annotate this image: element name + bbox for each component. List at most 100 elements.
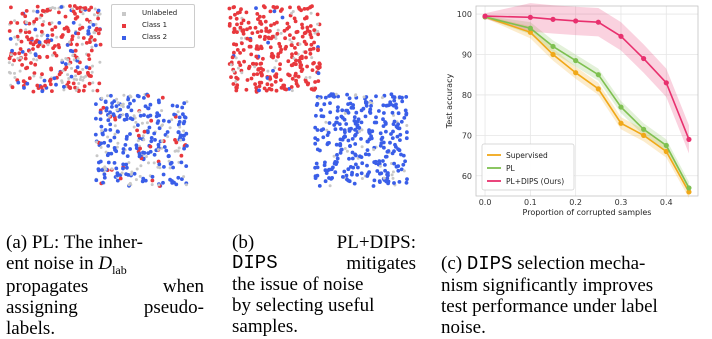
caption-b-line-2: DIPS mitigates [232, 252, 416, 275]
scatter-point-class2 [172, 112, 177, 117]
scatter-point-unlabeled [236, 66, 240, 70]
scatter-point-class1 [245, 78, 250, 82]
scatter-point-class1 [75, 6, 80, 11]
scatter-point-class1 [54, 53, 59, 58]
scatter-point-class2 [359, 108, 364, 113]
scatter-point-class1 [242, 59, 246, 64]
scatter-point-class2 [37, 40, 42, 45]
caption-a: (a) PL: The inher- ent noise in Dlab pro… [6, 232, 204, 339]
scatter-point-class2 [180, 177, 184, 182]
scatter-point-class1 [101, 105, 106, 110]
scatter-point-class2 [69, 74, 74, 79]
scatter-point-class2 [161, 172, 166, 177]
scatter-point-class2 [33, 27, 38, 32]
scatter-point-class2 [335, 153, 339, 157]
scatter-point-unlabeled [360, 177, 364, 180]
scatter-point-unlabeled [80, 42, 84, 46]
scatter-point-class1 [45, 7, 50, 12]
scatter-point-class1 [231, 82, 236, 86]
scatter-point-unlabeled [72, 58, 76, 62]
scatter-point-unlabeled [313, 31, 317, 35]
scatter-point-class2 [341, 175, 345, 179]
scatter-point-unlabeled [50, 21, 54, 25]
scatter-point-class2 [359, 137, 363, 141]
scatter-point-class1 [35, 83, 40, 88]
scatter-point-class1 [87, 57, 92, 61]
scatter-point-unlabeled [40, 34, 43, 38]
legend-item-unlabeled: Unlabeled [112, 8, 194, 20]
caption-b-dips: DIPS [232, 252, 278, 274]
scatter-point-class1 [15, 34, 20, 39]
scatter-point-class2 [155, 111, 160, 116]
scatter-point-class2 [359, 171, 364, 176]
scatter-point-class1 [263, 34, 267, 39]
scatter-point-class1 [12, 58, 16, 63]
scatter-point-class2 [108, 128, 113, 132]
scatter-point-class2 [385, 176, 390, 181]
scatter-point-unlabeled [103, 165, 107, 169]
scatter-point-class1 [254, 54, 259, 59]
scatter-point-unlabeled [176, 110, 180, 114]
scatter-point-unlabeled [13, 19, 17, 23]
scatter-point-class1 [89, 35, 94, 39]
scatter-point-class1 [308, 47, 312, 52]
scatter-point-class2 [108, 110, 112, 115]
scatter-point-unlabeled [13, 76, 17, 79]
scatter-point-class2 [325, 133, 330, 138]
scatter-point-class2 [374, 115, 378, 120]
scatter-point-class2 [111, 113, 116, 118]
scatter-point-class2 [385, 149, 390, 154]
scatter-point-class2 [347, 156, 351, 161]
caption-b-line-1-text: PL+DIPS: [336, 232, 416, 253]
scatter-point-class2 [54, 82, 58, 87]
scatter-point-class2 [345, 92, 349, 97]
scatter-point-unlabeled [74, 74, 78, 78]
scatter-point-class2 [364, 95, 369, 99]
scatter-point-class1 [53, 44, 57, 48]
scatter-point-class1 [254, 62, 259, 66]
scatter-point-class2 [384, 103, 389, 108]
scatter-point-class2 [10, 48, 14, 53]
scatter-point-class1 [227, 6, 232, 11]
confidence-band [485, 3, 689, 154]
scatter-point-unlabeled [79, 75, 83, 79]
x-tick-label: 0.0 [479, 198, 492, 207]
x-tick-label: 0.2 [569, 198, 582, 207]
scatter-point-class1 [98, 42, 103, 47]
scatter-point-unlabeled [308, 75, 312, 79]
scatter-point-unlabeled [134, 178, 138, 182]
scatter-point-unlabeled [178, 125, 182, 129]
scatter-point-class1 [304, 42, 309, 46]
scatter-point-unlabeled [134, 120, 138, 124]
scatter-point-class1 [317, 65, 322, 70]
scatter-point-class1 [96, 16, 100, 21]
scatter-point-class1 [32, 19, 36, 24]
scatter-point-class2 [109, 151, 114, 156]
scatter-point-unlabeled [360, 145, 364, 149]
legend-label: PL [506, 164, 516, 173]
scatter-point-class1 [237, 60, 241, 65]
scatter-point-class2 [337, 122, 342, 126]
scatter-point-class1 [249, 52, 254, 57]
scatter-point-unlabeled [113, 124, 117, 128]
scatter-point-unlabeled [177, 146, 181, 150]
scatter-point-class2 [364, 101, 368, 105]
scatter-point-class1 [234, 42, 239, 47]
scatter-point-class2 [397, 95, 402, 100]
scatter-point-class1 [298, 60, 302, 65]
scatter-point-class2 [98, 117, 103, 122]
scatter-point-class1 [32, 71, 37, 75]
scatter-point-class2 [397, 126, 402, 131]
data-point [641, 132, 647, 138]
scatter-point-class2 [156, 142, 161, 147]
scatter-point-unlabeled [372, 148, 376, 152]
scatter-point-unlabeled [145, 121, 149, 125]
scatter-point-class2 [16, 80, 21, 85]
scatter-point-class2 [328, 110, 333, 115]
scatter-point-unlabeled [116, 141, 120, 145]
scatter-point-class1 [37, 55, 42, 60]
scatter-point-class1 [287, 25, 291, 29]
caption-c-line-4: noise. [441, 317, 486, 338]
scatter-point-class1 [56, 43, 61, 47]
scatter-point-class1 [253, 82, 257, 86]
